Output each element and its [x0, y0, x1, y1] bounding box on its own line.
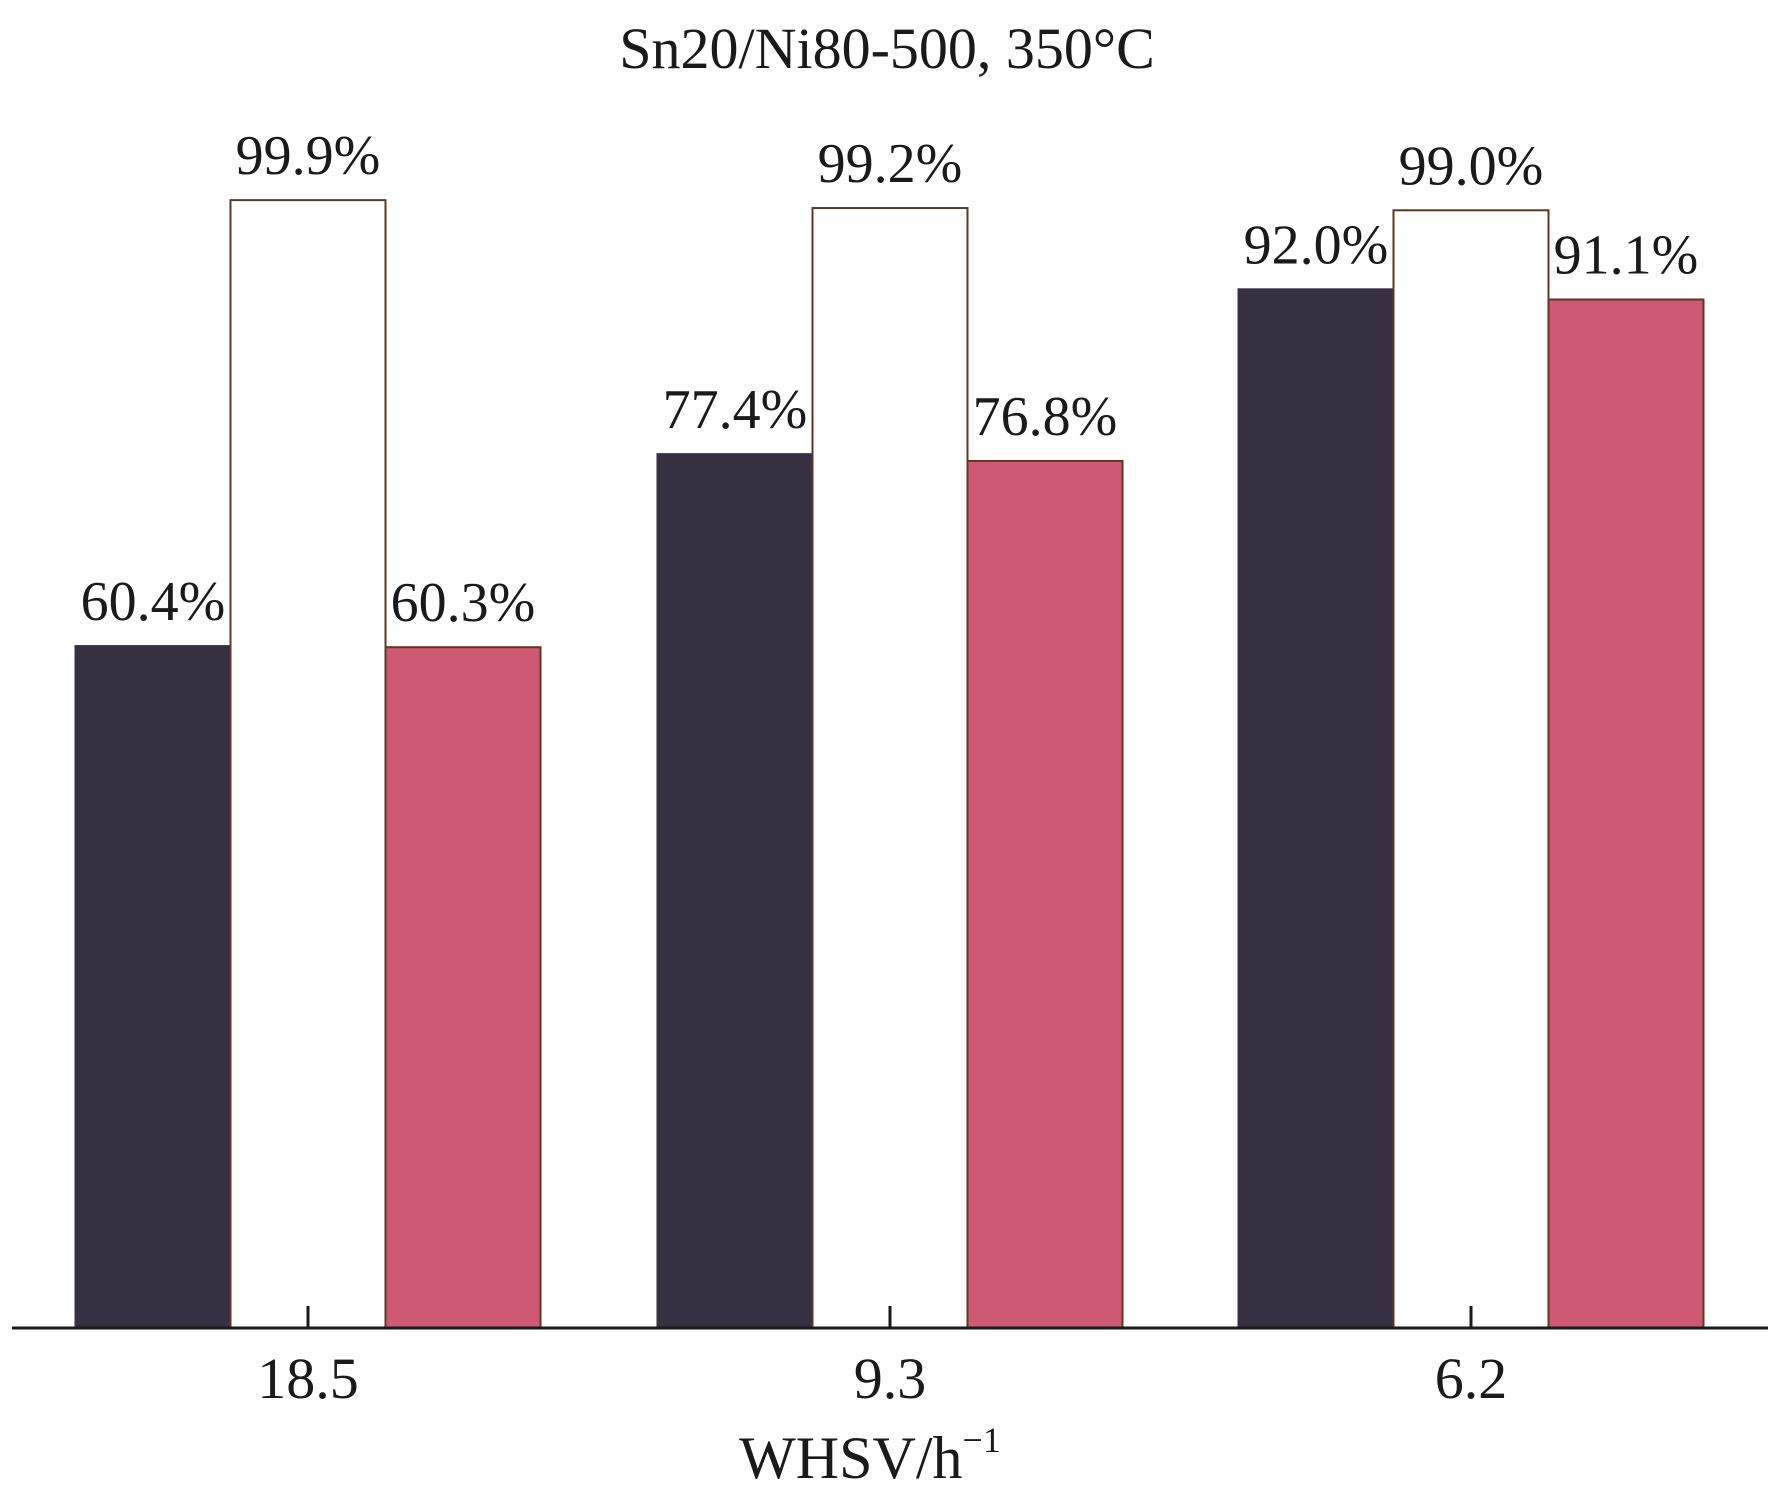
bar-series2-9.3: [811, 207, 969, 1330]
bar-series2-6.2: [1392, 209, 1550, 1329]
data-label-series2-6.2: 99.0%: [1399, 135, 1544, 197]
x-tick-label-9.3: 9.3: [854, 1346, 927, 1411]
x-axis-title-text: WHSV/h: [739, 1425, 962, 1491]
bar-series3-18.5: [384, 646, 542, 1329]
bar-series3-6.2: [1547, 298, 1705, 1330]
bar-series1-18.5: [74, 645, 232, 1329]
x-tick-label-6.2: 6.2: [1435, 1346, 1508, 1411]
x-axis-title-superscript: −1: [963, 1420, 1001, 1460]
chart-title: Sn20/Ni80-500, 350°C: [619, 16, 1155, 81]
data-label-series3-9.3: 76.8%: [973, 386, 1118, 448]
data-label-series3-6.2: 91.1%: [1554, 224, 1699, 286]
x-ticks-layer: 18.5 9.3 6.2: [257, 1306, 1507, 1411]
data-label-series1-6.2: 92.0%: [1244, 214, 1389, 276]
x-axis-title: WHSV/h−1: [739, 1420, 1001, 1491]
bar-series1-9.3: [656, 453, 814, 1329]
data-label-series1-18.5: 60.4%: [81, 571, 226, 633]
bars-layer: [74, 199, 1705, 1330]
bar-series3-9.3: [966, 459, 1124, 1330]
x-tick-label-18.5: 18.5: [257, 1346, 359, 1411]
data-label-series3-18.5: 60.3%: [391, 572, 536, 634]
data-labels-layer: 60.4% 99.9% 60.3% 77.4% 99.2% 76.8% 92.0%99.0%…: [81, 125, 1699, 634]
bar-series2-18.5: [229, 199, 387, 1329]
data-label-series2-18.5: 99.9%: [236, 125, 381, 187]
bar-series1-6.2: [1237, 288, 1395, 1330]
data-label-series1-9.3: 77.4%: [663, 379, 808, 441]
data-label-series2-9.3: 99.2%: [818, 133, 963, 195]
